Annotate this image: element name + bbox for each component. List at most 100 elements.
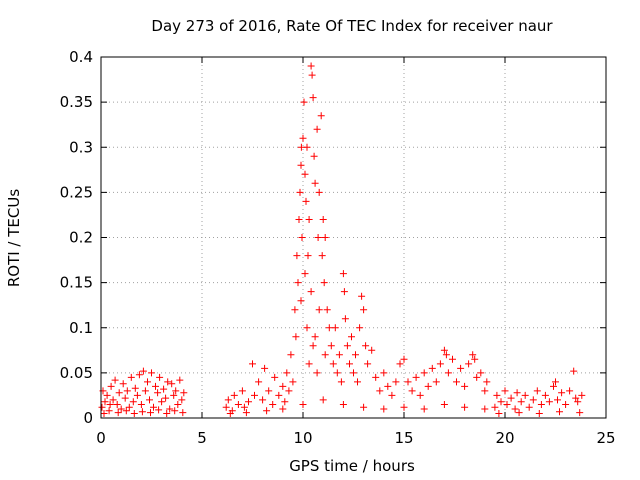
data-point <box>275 391 283 399</box>
data-point <box>155 406 163 414</box>
data-point <box>400 403 408 411</box>
data-point <box>545 398 553 406</box>
data-point <box>123 387 131 395</box>
data-point <box>436 360 444 368</box>
data-point <box>356 324 364 332</box>
data-point <box>279 382 287 390</box>
data-point <box>305 360 313 368</box>
data-point <box>261 364 269 372</box>
x-tick-label: 5 <box>197 429 207 447</box>
data-point <box>240 403 248 411</box>
data-point <box>139 367 147 375</box>
data-point <box>298 234 306 241</box>
data-point <box>141 387 149 395</box>
y-tick-label: 0 <box>83 409 93 427</box>
data-point <box>162 394 170 402</box>
x-tick-label: 15 <box>394 429 413 447</box>
data-point <box>354 378 361 386</box>
data-point <box>325 324 333 332</box>
data-point <box>469 351 477 359</box>
data-point <box>164 378 172 386</box>
y-axis-label: ROTI / TECUs <box>5 189 23 287</box>
data-point <box>297 297 305 305</box>
data-point <box>337 378 345 386</box>
data-point <box>319 396 327 404</box>
data-point <box>465 360 473 368</box>
data-point <box>388 391 396 399</box>
data-point <box>242 409 250 417</box>
data-point <box>541 391 549 399</box>
data-point <box>103 391 111 399</box>
data-point <box>285 387 293 395</box>
data-point <box>319 216 327 223</box>
data-point <box>170 391 178 399</box>
data-point <box>515 409 523 417</box>
data-point <box>171 407 179 415</box>
y-tick-label: 0.4 <box>69 48 93 66</box>
chart-title: Day 273 of 2016, Rate Of TEC Index for r… <box>151 17 553 35</box>
data-point <box>525 403 533 411</box>
data-point <box>457 364 465 372</box>
data-point <box>129 398 137 406</box>
data-point <box>133 391 141 399</box>
data-point <box>473 373 481 381</box>
data-point <box>358 292 366 300</box>
data-point <box>562 401 570 408</box>
data-point <box>317 112 325 120</box>
data-point <box>314 234 322 241</box>
data-point <box>117 405 125 413</box>
x-tick-label: 10 <box>293 429 312 447</box>
data-point <box>340 288 348 296</box>
data-point <box>163 410 171 417</box>
data-point <box>297 161 305 169</box>
data-point <box>172 387 180 395</box>
data-point <box>396 360 404 368</box>
data-point <box>360 306 368 314</box>
data-point <box>376 387 384 395</box>
data-point <box>350 369 357 377</box>
data-point <box>333 369 341 377</box>
data-point <box>160 385 168 393</box>
data-point <box>310 152 318 160</box>
data-point <box>404 378 412 386</box>
data-point <box>308 71 316 79</box>
data-point <box>307 62 315 70</box>
data-point <box>303 143 311 151</box>
data-point <box>574 398 582 406</box>
data-point <box>294 279 302 287</box>
data-point <box>168 380 176 388</box>
data-point <box>380 405 388 413</box>
y-tick-label: 0.05 <box>60 364 93 382</box>
data-point <box>301 170 309 178</box>
data-point <box>302 197 310 205</box>
data-point <box>346 360 353 368</box>
data-point <box>558 389 566 397</box>
data-point <box>570 367 578 375</box>
data-point <box>135 371 143 379</box>
data-point <box>554 396 561 404</box>
data-point <box>292 333 300 341</box>
data-point <box>311 179 319 187</box>
data-point <box>384 382 392 390</box>
data-point <box>408 387 416 395</box>
data-point <box>352 351 359 359</box>
data-point <box>313 369 321 377</box>
data-point <box>315 188 323 196</box>
data-point <box>295 216 303 223</box>
y-tick-label: 0.2 <box>69 229 93 247</box>
data-point <box>259 396 267 404</box>
data-point <box>315 306 323 314</box>
data-point <box>281 398 289 406</box>
data-point <box>113 401 121 408</box>
data-point <box>234 401 242 408</box>
data-point <box>125 403 133 411</box>
data-point <box>364 360 372 368</box>
data-point <box>138 408 146 416</box>
data-point <box>578 391 586 399</box>
data-point <box>339 401 347 408</box>
data-point <box>309 342 317 350</box>
data-point <box>320 279 328 287</box>
data-point <box>556 408 563 416</box>
data-point <box>529 396 537 404</box>
